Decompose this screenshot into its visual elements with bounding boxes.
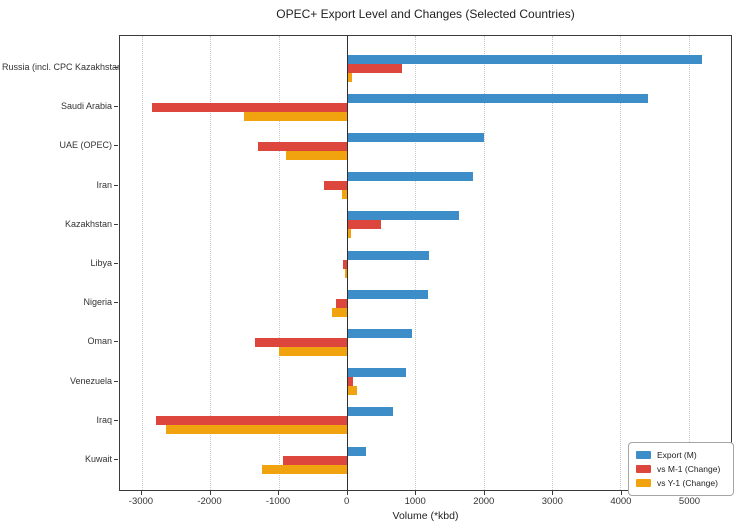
bar-export — [346, 407, 394, 417]
x-tick-mark — [415, 491, 417, 495]
gridline — [210, 36, 212, 490]
y-tick-label: Oman — [87, 336, 112, 347]
y-tick-label: Russia (incl. CPC Kazakhstan) — [2, 62, 126, 72]
bar-export — [346, 250, 429, 260]
bar-y1 — [262, 464, 347, 474]
bar-m1 — [283, 455, 347, 465]
bar-export — [346, 446, 367, 456]
x-tick-label: -2000 — [197, 496, 222, 507]
y-tick-mark — [114, 380, 118, 382]
legend-label-y1: vs Y-1 (Change) — [657, 478, 718, 488]
y-tick-mark — [114, 419, 118, 421]
x-tick-label: -3000 — [128, 496, 154, 507]
bar-y1 — [332, 307, 347, 317]
y-tick-label: Iran — [96, 179, 112, 190]
x-tick-label: 2000 — [473, 496, 495, 507]
chart-title: OPEC+ Export Level and Changes (Selected… — [276, 7, 575, 21]
y-tick-mark — [114, 263, 118, 264]
x-tick-mark — [620, 491, 622, 495]
bar-m1 — [324, 181, 347, 191]
bar-m1 — [346, 220, 382, 230]
y-tick-mark — [114, 302, 118, 304]
bar-m1 — [346, 63, 402, 73]
legend-item-export: Export (M) — [636, 448, 726, 462]
x-tick-mark — [552, 491, 554, 495]
legend-label-export: Export (M) — [657, 450, 697, 460]
gridline — [483, 36, 485, 490]
bar-export — [346, 172, 474, 182]
bar-export — [346, 93, 648, 103]
y-tick-label: Kuwait — [84, 454, 112, 464]
bar-y1 — [244, 111, 347, 121]
x-tick-label: 5000 — [678, 496, 701, 507]
gridline — [141, 36, 143, 490]
bar-m1 — [258, 141, 347, 151]
y-tick-mark — [114, 106, 118, 108]
y-tick-mark — [114, 67, 118, 68]
bar-y1 — [345, 268, 347, 278]
zero-axis-line — [346, 36, 348, 490]
legend-item-m1: vs M-1 (Change) — [636, 462, 726, 476]
bar-y1 — [346, 229, 351, 239]
x-tick-label: 4000 — [610, 496, 632, 507]
x-tick-label: 3000 — [541, 496, 563, 507]
bar-m1 — [254, 337, 347, 347]
bar-export — [346, 328, 412, 338]
y-tick-label: Iraq — [96, 414, 112, 425]
bar-export — [346, 368, 407, 378]
bar-m1 — [346, 377, 354, 387]
y-tick-mark — [114, 223, 118, 225]
bar-m1 — [152, 102, 347, 112]
y-tick-label: Nigeria — [83, 297, 112, 308]
legend-swatch-y1-icon — [636, 479, 651, 487]
gridline — [688, 36, 690, 490]
x-tick-mark — [140, 491, 142, 495]
y-tick-label: Kazakhstan — [64, 218, 112, 229]
x-tick-label: 1000 — [404, 496, 426, 507]
y-tick-label: UAE (OPEC) — [59, 140, 112, 151]
bar-y1 — [342, 190, 347, 200]
bar-y1 — [278, 346, 347, 356]
bar-m1 — [155, 416, 347, 426]
bar-export — [346, 289, 429, 299]
bar-export — [346, 211, 459, 221]
y-tick-label: Saudi Arabia — [60, 101, 112, 112]
bar-m1 — [342, 259, 347, 269]
bar-y1 — [346, 386, 358, 396]
bar-export — [346, 132, 484, 142]
bar-m1 — [335, 298, 347, 308]
y-tick-mark — [114, 184, 118, 186]
x-tick-mark — [209, 491, 211, 495]
y-tick-label: Venezuela — [69, 375, 112, 386]
gridline — [278, 36, 280, 490]
y-tick-mark — [114, 341, 118, 343]
x-tick-label: 0 — [343, 496, 350, 507]
bar-y1 — [165, 425, 347, 435]
x-tick-mark — [346, 491, 348, 495]
y-tick-mark — [114, 145, 118, 147]
x-tick-mark — [483, 491, 485, 495]
legend-label-m1: vs M-1 (Change) — [657, 464, 721, 474]
plot-area — [119, 35, 732, 491]
x-tick-mark — [278, 491, 280, 495]
y-tick-mark — [114, 459, 118, 460]
legend-item-y1: vs Y-1 (Change) — [636, 476, 726, 490]
gridline — [415, 36, 417, 490]
x-tick-label: -1000 — [265, 496, 291, 507]
legend: Export (M) vs M-1 (Change) vs Y-1 (Chang… — [628, 442, 734, 496]
bar-export — [346, 54, 703, 64]
legend-swatch-m1-icon — [636, 465, 651, 473]
y-tick-label: Libya — [90, 258, 112, 268]
legend-swatch-export-icon — [636, 451, 651, 459]
gridline — [620, 36, 622, 490]
x-axis-label: Volume (*kbd) — [392, 510, 459, 522]
gridline — [551, 36, 553, 490]
bar-y1 — [286, 150, 347, 160]
bar-y1 — [346, 72, 353, 82]
